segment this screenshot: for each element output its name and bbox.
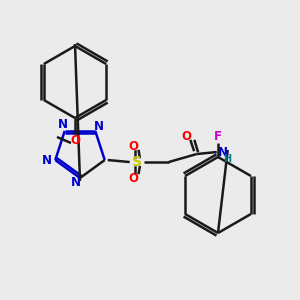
Text: N: N	[71, 176, 81, 190]
Text: O: O	[129, 172, 139, 184]
Text: N: N	[218, 146, 228, 158]
Text: O: O	[182, 130, 192, 142]
Text: N: N	[94, 121, 104, 134]
Text: S: S	[132, 155, 142, 169]
Text: O: O	[129, 140, 139, 152]
Text: F: F	[214, 130, 222, 143]
Text: N: N	[42, 154, 52, 166]
Text: H: H	[223, 154, 231, 164]
Text: N: N	[58, 118, 68, 131]
Text: O: O	[70, 134, 80, 146]
